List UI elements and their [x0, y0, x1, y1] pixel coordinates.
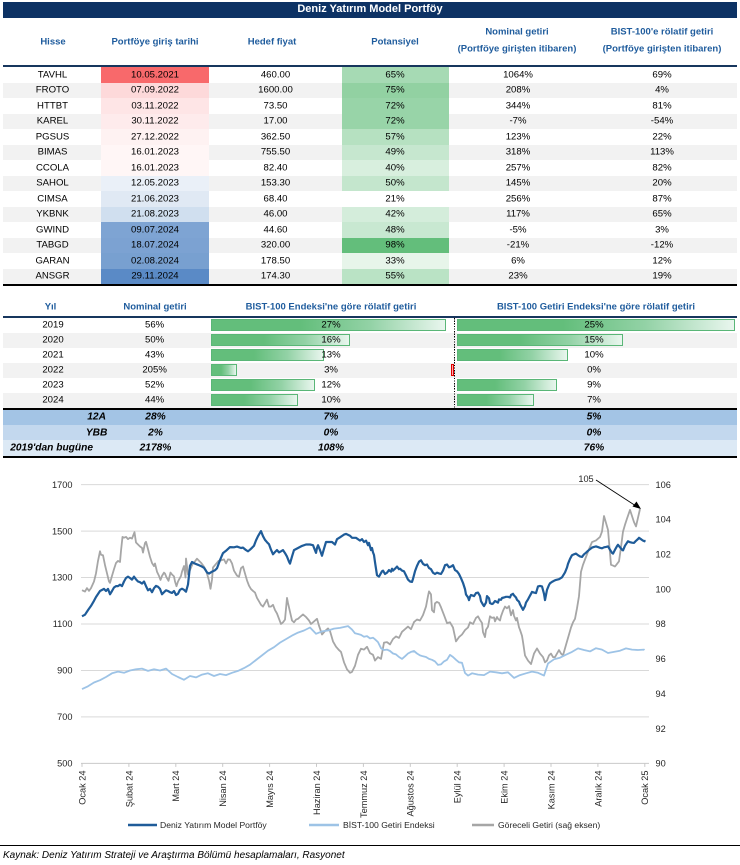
- svg-text:Göreceli Getiri (sağ eksen): Göreceli Getiri (sağ eksen): [498, 820, 600, 830]
- svg-text:Aralık 24: Aralık 24: [593, 771, 603, 807]
- svg-text:Ekim 24: Ekim 24: [500, 771, 510, 804]
- svg-text:900: 900: [57, 666, 72, 676]
- svg-text:100: 100: [656, 584, 671, 594]
- svg-text:Ocak 25: Ocak 25: [640, 771, 650, 805]
- svg-text:1700: 1700: [52, 480, 72, 490]
- svg-text:96: 96: [656, 654, 666, 664]
- svg-text:Kasım 24: Kasım 24: [546, 771, 556, 810]
- svg-text:90: 90: [656, 759, 666, 769]
- svg-text:Mart 24: Mart 24: [171, 771, 181, 802]
- svg-text:106: 106: [656, 480, 671, 490]
- svg-text:Deniz Yatırım Model Portföy: Deniz Yatırım Model Portföy: [160, 820, 267, 830]
- svg-text:1500: 1500: [52, 526, 72, 536]
- svg-text:98: 98: [656, 619, 666, 629]
- svg-text:92: 92: [656, 724, 666, 734]
- svg-text:Mayıs 24: Mayıs 24: [265, 771, 275, 808]
- svg-text:Eylül 24: Eylül 24: [453, 771, 463, 804]
- svg-text:105: 105: [578, 474, 593, 484]
- svg-text:500: 500: [57, 759, 72, 769]
- svg-text:104: 104: [656, 515, 671, 525]
- svg-text:Temmuz 24: Temmuz 24: [359, 771, 369, 818]
- svg-text:Haziran 24: Haziran 24: [312, 771, 322, 815]
- svg-text:BİST-100 Getiri Endeksi: BİST-100 Getiri Endeksi: [343, 820, 435, 830]
- svg-text:1300: 1300: [52, 573, 72, 583]
- svg-text:Nisan 24: Nisan 24: [218, 771, 228, 807]
- svg-text:700: 700: [57, 712, 72, 722]
- svg-text:Ocak 24: Ocak 24: [77, 771, 87, 805]
- svg-text:Şubat 24: Şubat 24: [124, 771, 134, 808]
- svg-text:Ağustos 24: Ağustos 24: [406, 771, 416, 817]
- svg-text:1100: 1100: [53, 619, 73, 629]
- svg-text:94: 94: [656, 689, 666, 699]
- svg-text:102: 102: [656, 550, 671, 560]
